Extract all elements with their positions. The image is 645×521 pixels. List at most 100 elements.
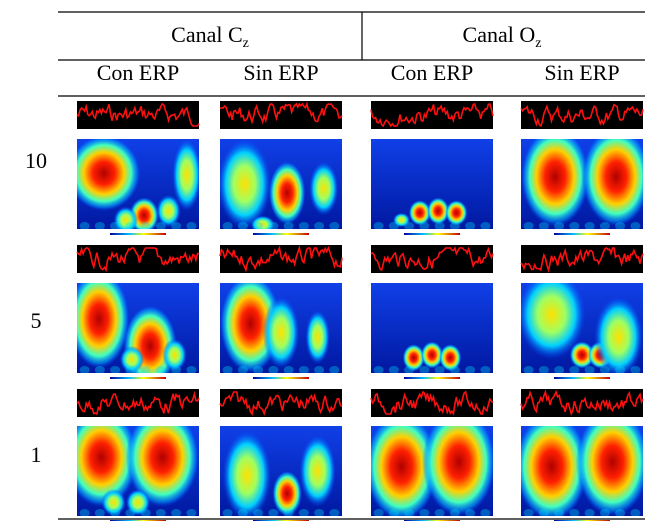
scalogram-blob (77, 139, 141, 211)
scalogram-ripple (125, 222, 136, 229)
scalogram-ripple (523, 366, 534, 373)
scalogram-ripple (140, 222, 151, 229)
scalogram (371, 426, 493, 516)
scalogram-ripple (465, 222, 476, 229)
scalogram-ripple (388, 509, 399, 516)
scalogram-ripple (253, 509, 264, 516)
scalogram-ripple (373, 366, 384, 373)
scalogram-ripple (268, 509, 279, 516)
scalogram-ripple (268, 366, 279, 373)
scalogram-blob (569, 341, 595, 369)
scalogram (77, 283, 197, 373)
scalogram-blob (421, 341, 443, 369)
scalogram (77, 139, 199, 229)
scalogram-ripple (480, 366, 491, 373)
scalogram-blob (521, 139, 590, 227)
scalogram-blob (101, 489, 126, 516)
scalogram-ripple (253, 222, 264, 229)
scalogram (222, 430, 340, 516)
scalogram-ripple (140, 366, 151, 373)
scalogram-blob (408, 200, 431, 226)
signal-trace (520, 103, 644, 128)
scalogram-ripple (329, 509, 340, 516)
scalogram-blob (77, 426, 138, 507)
scalogram-blob (402, 344, 425, 372)
scalogram-ripple (110, 366, 121, 373)
scalogram-ripple (584, 222, 595, 229)
colorbar (554, 377, 610, 379)
scalogram-ripple (449, 509, 460, 516)
signal-strip (371, 389, 493, 417)
signal-trace (219, 101, 343, 125)
signal-trace (76, 246, 200, 273)
header-text: Canal C (171, 22, 243, 47)
signal-trace (370, 390, 494, 416)
scalogram-ripple (480, 222, 491, 229)
scalogram-blob (594, 296, 643, 373)
colorbar (110, 233, 166, 235)
signal-trace (370, 245, 494, 272)
scalogram-blob (125, 426, 199, 507)
signal-trace (370, 102, 494, 128)
scalogram-ripple (434, 509, 445, 516)
scalogram-ripple (237, 509, 248, 516)
scalogram-ripple (171, 509, 182, 516)
scalogram-ripple (79, 222, 90, 229)
signal-trace (219, 245, 343, 273)
scalogram-blob (521, 426, 589, 516)
scalogram-ripple (283, 366, 294, 373)
scalogram-ripple (94, 366, 105, 373)
scalogram-ripple (449, 222, 460, 229)
row-label: 10 (25, 148, 47, 173)
scalogram-ripple (298, 366, 309, 373)
scalogram-ripple (186, 222, 197, 229)
sub-header: Con ERP (97, 60, 180, 85)
scalogram-ripple (615, 366, 626, 373)
scalogram-ripple (419, 222, 430, 229)
row-label: 5 (31, 308, 42, 333)
scalogram (77, 426, 199, 516)
scalogram-ripple (538, 222, 549, 229)
scalogram-ripple (155, 509, 166, 516)
scalogram-ripple (388, 366, 399, 373)
scalogram-ripple (94, 509, 105, 516)
scalogram-ripple (449, 366, 460, 373)
scalogram-ripple (314, 222, 325, 229)
scalogram (220, 139, 340, 229)
scalogram-ripple (186, 509, 197, 516)
scalogram-ripple (523, 509, 534, 516)
scalogram-blob (162, 338, 187, 372)
scalogram-ripple (79, 509, 90, 516)
scalogram-ripple (630, 222, 641, 229)
scalogram-ripple (569, 509, 580, 516)
scalogram-ripple (155, 366, 166, 373)
colorbar (404, 377, 460, 379)
scalogram-ripple (404, 222, 415, 229)
scalogram-ripple (523, 222, 534, 229)
colorbar (110, 377, 166, 379)
sub-header: Con ERP (391, 60, 474, 85)
signal-trace (219, 391, 343, 417)
scalogram-ripple (538, 366, 549, 373)
scalogram-blob (268, 161, 306, 225)
subscript: z (535, 36, 541, 51)
group-header: Canal Cz (171, 22, 249, 51)
scalogram (220, 283, 340, 373)
scalogram-ripple (615, 509, 626, 516)
scalogram-ripple (630, 366, 641, 373)
scalogram-blob (299, 435, 336, 507)
signal-strip (371, 245, 493, 273)
scalogram-ripple (110, 222, 121, 229)
scalogram-ripple (298, 509, 309, 516)
scalogram-blob (220, 139, 272, 229)
scalogram-ripple (125, 509, 136, 516)
scalogram-ripple (253, 366, 264, 373)
scalogram-ripple (110, 509, 121, 516)
scalogram-ripple (155, 222, 166, 229)
header-text: Canal O (463, 22, 536, 47)
scalogram-blob (582, 139, 643, 227)
scalogram-ripple (222, 222, 233, 229)
scalogram-ripple (554, 366, 565, 373)
scalogram-ripple (298, 222, 309, 229)
signal-trace (520, 389, 644, 417)
